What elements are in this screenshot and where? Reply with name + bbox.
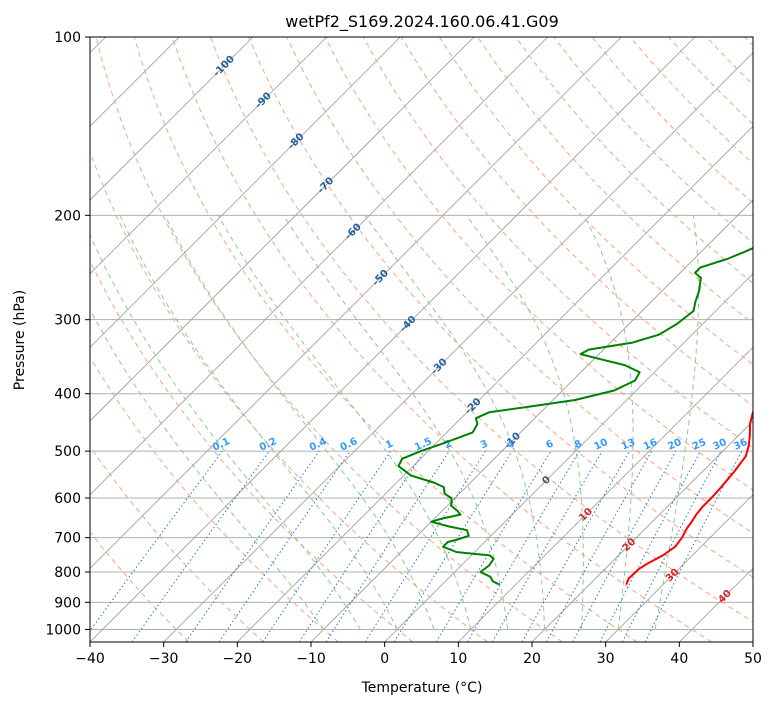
y-tick-label: 400 [54, 387, 81, 403]
mixing-ratio-line [298, 450, 425, 642]
mixing-ratio-line [325, 450, 450, 642]
moist-adiabat [364, 215, 546, 630]
mixing-ratio-label: 4 [506, 438, 517, 451]
isotherm-line [90, 37, 622, 569]
sounding-series [397, 247, 753, 586]
y-tick-label: 1000 [45, 622, 81, 638]
x-tick-label: 50 [744, 651, 762, 667]
dry-adiabat [171, 37, 712, 642]
moist-adiabat [164, 215, 435, 630]
dry-adiabat [95, 37, 563, 642]
x-axis-label: Temperature (°C) [361, 680, 483, 696]
mixing-ratio-line [572, 450, 677, 642]
mixing-ratio-label: 1 [384, 438, 395, 451]
moist-adiabats [90, 215, 700, 630]
isotherm-line [163, 52, 753, 642]
mixing-ratio-line [393, 450, 513, 642]
y-tick-label: 600 [54, 491, 81, 507]
x-tick-label: 0 [380, 651, 389, 667]
dry-adiabat [286, 37, 753, 534]
moist-adiabat [90, 308, 324, 630]
mixing-ratio-line [262, 450, 392, 642]
mixing-ratio-line [131, 450, 270, 642]
mixing-ratio-line [521, 450, 630, 642]
moist-adiabat [466, 215, 584, 630]
y-axis-ticks: 100 200 300 400 500 600 700 800 900 1000 [45, 30, 90, 638]
x-tick-label: 40 [670, 651, 688, 667]
mixing-ratio-label: 36 [732, 437, 749, 453]
y-tick-label: 500 [54, 444, 81, 460]
x-tick-label: −20 [223, 651, 253, 667]
dewpoint-line [397, 247, 753, 586]
mixing-ratio-label: 8 [573, 438, 584, 451]
mixing-ratio-label: 30 [711, 437, 728, 453]
dry-adiabat [248, 37, 753, 578]
y-tick-label: 200 [54, 208, 81, 224]
dry-adiabat [515, 37, 753, 284]
skewed-isotherms [90, 37, 753, 642]
chart-title: wetPf2_S169.2024.160.06.41.G09 [285, 12, 559, 32]
dry-adiabat [210, 37, 753, 623]
mixing-ratio-line [90, 450, 223, 632]
mixing-ratio-label: 2 [443, 438, 454, 451]
isotherm-line [90, 37, 548, 496]
moist-adiabat [119, 215, 398, 630]
mixing-ratio-line [185, 450, 320, 642]
y-axis-label: Pressure (hPa) [12, 290, 28, 390]
moist-adiabat [654, 215, 700, 630]
mixing-ratio-label: 13 [620, 437, 637, 453]
dry-adiabat [90, 356, 339, 642]
dry-adiabat [400, 37, 753, 407]
pressure-gridlines [90, 37, 753, 630]
dry-adiabat [90, 259, 414, 642]
moist-adiabat [583, 215, 634, 630]
plot-frame [89, 36, 754, 643]
moist-adiabat [217, 215, 472, 630]
x-tick-label: 10 [449, 651, 467, 667]
y-tick-label: 700 [54, 531, 81, 547]
x-tick-label: −10 [296, 651, 326, 667]
plot-area: -100-90-80-70-60-50-40-30-20-10010203040… [90, 37, 753, 642]
isotherm-line [90, 37, 254, 201]
y-tick-label: 300 [54, 313, 81, 329]
x-tick-label: 20 [523, 651, 541, 667]
isotherm-line [605, 494, 753, 642]
mixing-ratio-label: 6 [544, 438, 555, 451]
temperature-line [625, 409, 753, 585]
isotherm-line [531, 420, 753, 642]
mixing-ratio-lines [90, 450, 743, 642]
dry-adiabat [438, 37, 753, 366]
mixing-ratio-line [545, 450, 653, 642]
dry-adiabats [90, 37, 753, 642]
dry-adiabat [90, 531, 190, 642]
isotherm-line [384, 273, 753, 642]
mixing-ratio-label: 16 [642, 437, 659, 453]
mixing-ratio-line [218, 450, 351, 642]
isotherm-line [90, 37, 475, 422]
moist-adiabat [283, 215, 509, 630]
x-axis-ticks: −40 −30 −20 −10 0 10 20 30 40 50 [75, 642, 762, 667]
x-tick-label: 30 [597, 651, 615, 667]
x-tick-label: −30 [149, 651, 179, 667]
isotherm-line [90, 37, 401, 348]
dry-adiabat [90, 150, 488, 642]
dry-adiabat [133, 37, 638, 642]
mixing-ratio-label: 20 [666, 437, 683, 453]
isotherm-line [90, 37, 327, 275]
y-tick-label: 800 [54, 565, 81, 581]
dry-adiabat [90, 445, 264, 642]
isotherm-line [90, 37, 696, 642]
x-tick-label: −40 [75, 651, 105, 667]
isotherm-line [458, 346, 753, 642]
moist-adiabat [90, 233, 361, 630]
y-tick-label: 900 [54, 595, 81, 611]
mixing-ratio-label: 3 [479, 438, 490, 451]
isotherm-line [237, 125, 753, 642]
mixing-ratio-line [644, 450, 743, 642]
y-tick-label: 100 [54, 30, 81, 46]
mixing-ratio-label: 25 [691, 437, 708, 453]
mixing-ratio-label: 10 [592, 437, 609, 453]
